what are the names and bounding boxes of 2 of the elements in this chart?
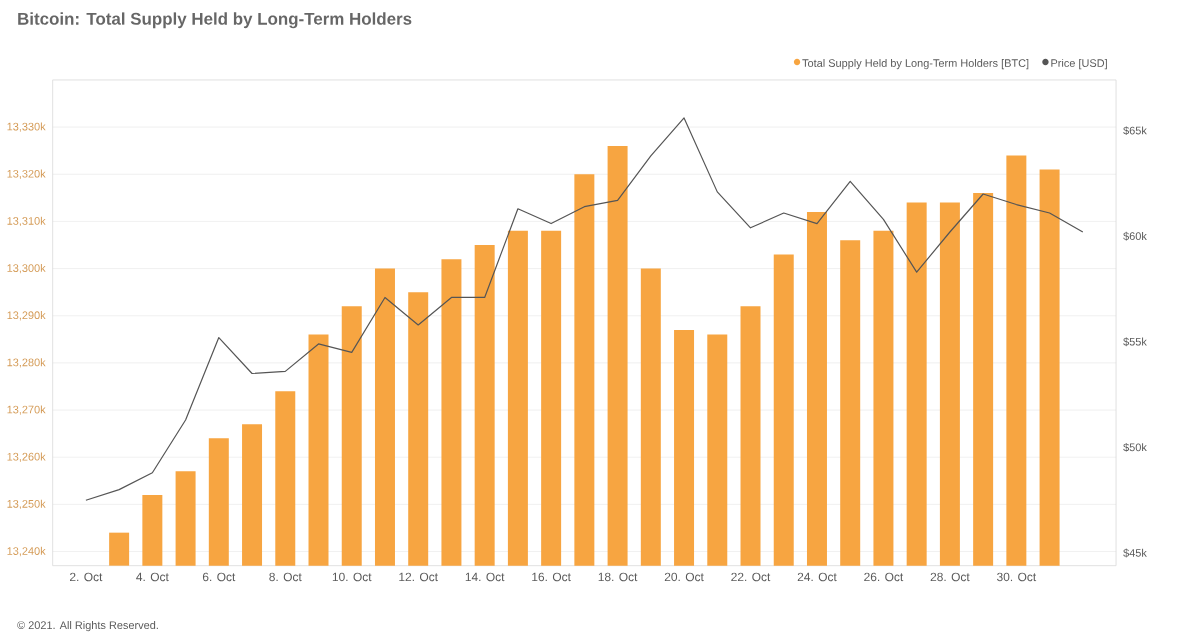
line-series — [85, 117, 1084, 501]
chart-title: Bitcoin: Total Supply Held by Long-Term Holders — [18, 12, 412, 29]
